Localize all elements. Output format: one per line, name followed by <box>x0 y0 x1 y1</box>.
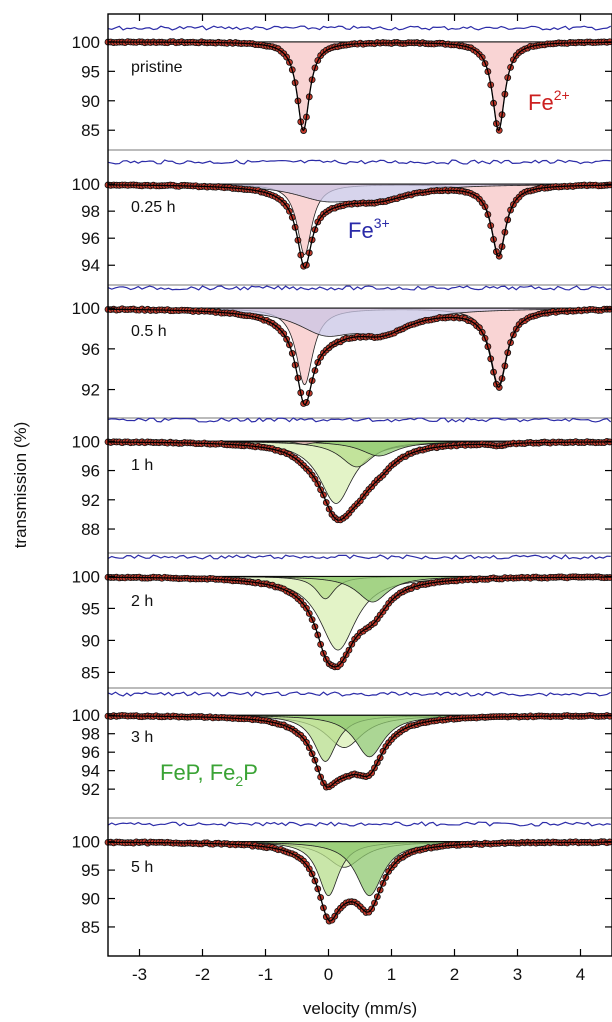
x-tick-label: 0 <box>324 965 333 984</box>
y-tick-label: 100 <box>72 33 100 52</box>
residual-line <box>107 821 611 827</box>
y-tick-label: 88 <box>81 520 100 539</box>
fe3-annotation: Fe3+ <box>348 215 390 243</box>
phosphide-annotation-sub: 2 <box>235 773 243 789</box>
fe3-annotation-base: Fe <box>348 218 374 243</box>
y-tick-label: 100 <box>72 706 100 725</box>
fe2-annotation-sup: 2+ <box>554 87 570 103</box>
x-tick-label: 2 <box>450 965 459 984</box>
residual-line <box>107 25 612 31</box>
y-tick-label: 95 <box>81 599 100 618</box>
panel-label: 1 h <box>131 457 153 474</box>
y-tick-label: 90 <box>81 890 100 909</box>
x-tick-label: -2 <box>195 965 210 984</box>
y-tick-label: 96 <box>81 229 100 248</box>
fe3-annotation-sup: 3+ <box>374 215 390 231</box>
y-tick-label: 100 <box>72 833 100 852</box>
y-tick-label: 90 <box>81 631 100 650</box>
y-tick-label: 85 <box>81 663 100 682</box>
fe2-annotation-base: Fe <box>528 90 554 115</box>
panel-6: 100 95 90 85 5 h <box>72 821 612 937</box>
phosphide-annotation-part2: P <box>243 760 258 785</box>
fit-line <box>107 41 612 132</box>
y-tick-label: 92 <box>81 381 100 400</box>
x-tick-label: 3 <box>513 965 522 984</box>
y-tick-label: 96 <box>81 340 100 359</box>
y-tick-label: 100 <box>72 567 100 586</box>
y-tick-label: 92 <box>81 491 100 510</box>
fit-line <box>107 841 612 922</box>
panel-2: 100 96 92 0.5 h <box>72 285 612 407</box>
component-fill <box>107 841 612 897</box>
x-tick-label: 4 <box>576 965 585 984</box>
y-axis-label: transmission (%) <box>11 422 30 549</box>
residual-line <box>107 159 611 165</box>
y-tick-label: 90 <box>81 92 100 111</box>
panel-label: 0.5 h <box>131 323 167 340</box>
fit-line <box>107 441 612 521</box>
x-tick-label: -3 <box>132 965 147 984</box>
y-tick-label: 92 <box>81 780 100 799</box>
residual-line <box>107 417 612 423</box>
y-tick-label: 85 <box>81 121 100 140</box>
y-tick-label: 100 <box>72 175 100 194</box>
fit-line <box>107 576 612 668</box>
fe2-annotation: Fe2+ <box>528 87 570 115</box>
x-tick-label: -1 <box>258 965 273 984</box>
panel-4: 100 95 90 85 2 h <box>72 554 612 682</box>
fit-line <box>108 308 612 406</box>
y-tick-label: 94 <box>81 762 100 781</box>
x-tick-label: 1 <box>387 965 396 984</box>
y-tick-label: 96 <box>81 743 100 762</box>
y-tick-label: 95 <box>81 62 100 81</box>
component-fill <box>107 41 612 131</box>
x-axis-label: velocity (mm/s) <box>303 999 417 1018</box>
panel-label: 3 h <box>131 729 153 746</box>
plot-frame <box>107 13 612 957</box>
panel-3: 100 96 92 88 1 h <box>72 417 612 539</box>
x-axis: -3 -2 -1 0 1 2 3 4 <box>132 14 585 984</box>
y-tick-label: 96 <box>81 462 100 481</box>
component-fill <box>107 714 612 758</box>
residual-line <box>107 554 611 560</box>
y-tick-label: 98 <box>81 202 100 221</box>
y-tick-label: 98 <box>81 725 100 744</box>
panel-label: 2 h <box>131 593 153 610</box>
y-tick-label: 100 <box>72 432 100 451</box>
fit-line <box>108 184 612 269</box>
panel-label: 0.25 h <box>131 199 175 216</box>
panel-0: 100 95 90 85 pristine <box>72 25 612 140</box>
fit-line <box>107 715 612 788</box>
residual-line <box>107 285 611 291</box>
phosphide-annotation: FeP, Fe2P <box>160 760 258 789</box>
y-tick-label: 100 <box>72 299 100 318</box>
panel-1: 100 98 96 94 0.25 h <box>72 159 612 275</box>
panel-label: 5 h <box>131 859 153 876</box>
y-tick-label: 94 <box>81 256 100 275</box>
y-tick-label: 95 <box>81 861 100 880</box>
y-tick-label: 85 <box>81 918 100 937</box>
phosphide-annotation-part1: FeP, Fe <box>160 760 235 785</box>
panel-label: pristine <box>131 59 183 76</box>
residual-line <box>107 691 612 697</box>
